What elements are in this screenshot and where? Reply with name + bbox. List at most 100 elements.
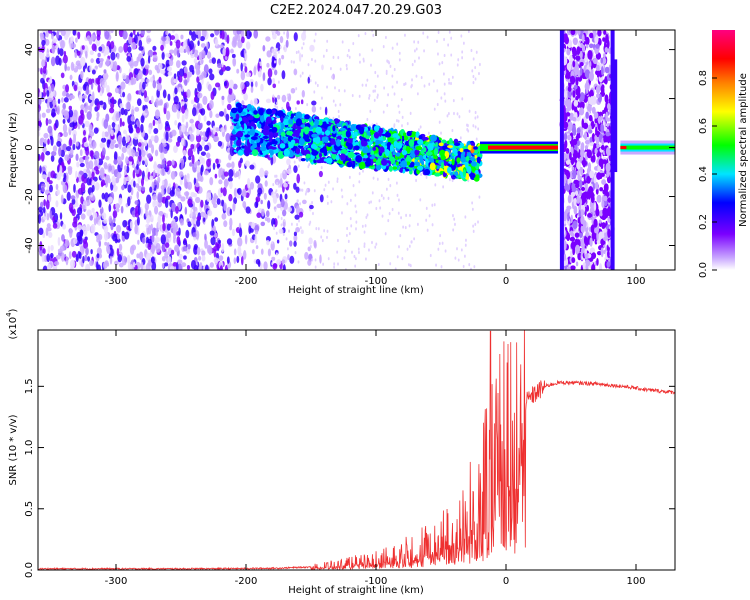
- noise-blob: [401, 256, 404, 261]
- noise-blob: [183, 66, 188, 75]
- noise-blob: [64, 63, 67, 72]
- noise-blob: [96, 111, 100, 119]
- noise-blob: [404, 33, 406, 37]
- noise-blob: [47, 30, 53, 34]
- noise-blob: [88, 130, 95, 137]
- noise-blob: [149, 76, 154, 83]
- noise-blob: [145, 208, 148, 218]
- spectrogram-image: [38, 30, 675, 270]
- carrier-blob: [230, 107, 238, 114]
- noise-blob: [101, 131, 106, 139]
- noise-blob: [110, 221, 114, 231]
- noise-blob: [98, 215, 101, 220]
- noise-blob: [113, 159, 118, 165]
- noise-blob: [457, 58, 460, 62]
- noise-blob: [166, 164, 170, 171]
- noise-blob: [418, 128, 420, 132]
- noise-blob: [154, 149, 159, 157]
- noise-blob: [98, 233, 103, 241]
- carrier-blob: [264, 121, 268, 129]
- carrier-blob: [280, 116, 284, 124]
- noise-blob: [80, 70, 84, 80]
- noise-blob: [126, 144, 132, 155]
- noise-blob: [142, 159, 145, 166]
- noise-blob: [85, 247, 89, 256]
- noise-blob: [337, 238, 339, 243]
- noise-blob: [48, 231, 53, 238]
- noise-blob: [441, 241, 444, 245]
- noise-blob: [197, 114, 201, 123]
- noise-blob: [107, 163, 113, 173]
- noise-blob: [260, 83, 264, 92]
- noise-blob: [132, 60, 139, 67]
- noise-blob: [260, 221, 266, 227]
- noise-blob: [123, 42, 129, 53]
- burst-blob: [572, 37, 578, 46]
- noise-blob: [97, 84, 101, 93]
- noise-blob: [123, 108, 128, 116]
- noise-blob: [290, 87, 296, 94]
- noise-blob: [281, 70, 286, 80]
- noise-blob: [120, 205, 124, 214]
- noise-blob: [296, 199, 299, 203]
- noise-blob: [264, 170, 269, 176]
- noise-blob: [286, 93, 289, 97]
- noise-blob: [414, 49, 416, 53]
- carrier-blob: [440, 170, 444, 175]
- noise-blob: [409, 264, 412, 268]
- noise-blob: [163, 148, 168, 154]
- noise-blob: [389, 184, 392, 188]
- noise-blob: [347, 239, 350, 243]
- noise-blob: [127, 92, 132, 102]
- noise-blob: [314, 81, 317, 85]
- noise-blob: [319, 106, 322, 110]
- noise-blob: [54, 261, 60, 266]
- noise-blob: [214, 127, 220, 132]
- noise-blob: [327, 180, 330, 184]
- noise-blob: [474, 77, 477, 81]
- noise-blob: [300, 99, 304, 105]
- noise-blob: [103, 231, 109, 241]
- noise-blob: [196, 165, 201, 174]
- noise-blob: [98, 199, 102, 208]
- noise-blob: [426, 228, 429, 232]
- carrier-blob: [438, 142, 444, 147]
- carrier-blob: [257, 123, 262, 129]
- noise-blob: [357, 34, 360, 38]
- noise-blob: [264, 216, 268, 222]
- noise-blob: [468, 109, 471, 113]
- noise-blob: [132, 261, 136, 268]
- noise-blob: [358, 172, 361, 176]
- noise-blob: [82, 129, 86, 136]
- noise-blob: [38, 227, 44, 236]
- noise-blob: [117, 254, 123, 263]
- noise-blob: [78, 170, 84, 175]
- noise-blob: [271, 30, 276, 34]
- noise-blob: [372, 33, 375, 38]
- noise-blob: [125, 156, 129, 165]
- noise-blob: [239, 157, 243, 164]
- carrier-blob: [446, 166, 452, 174]
- noise-blob: [96, 102, 100, 111]
- noise-blob: [471, 207, 474, 211]
- noise-blob: [72, 112, 78, 123]
- noise-blob: [69, 94, 75, 100]
- carrier-blob: [444, 151, 449, 158]
- noise-blob: [326, 235, 328, 240]
- noise-blob: [374, 70, 377, 75]
- noise-blob: [245, 41, 251, 50]
- noise-blob: [265, 98, 272, 104]
- noise-blob: [443, 72, 445, 76]
- noise-blob: [278, 57, 282, 66]
- noise-blob: [174, 87, 178, 95]
- noise-blob: [283, 170, 285, 174]
- noise-blob: [81, 45, 85, 50]
- carrier-blob: [380, 158, 388, 166]
- noise-blob: [295, 87, 298, 91]
- noise-blob: [38, 130, 41, 137]
- noise-blob: [69, 259, 76, 269]
- noise-blob: [277, 50, 280, 54]
- noise-blob: [217, 140, 223, 147]
- noise-blob: [107, 92, 113, 97]
- noise-blob: [293, 165, 298, 173]
